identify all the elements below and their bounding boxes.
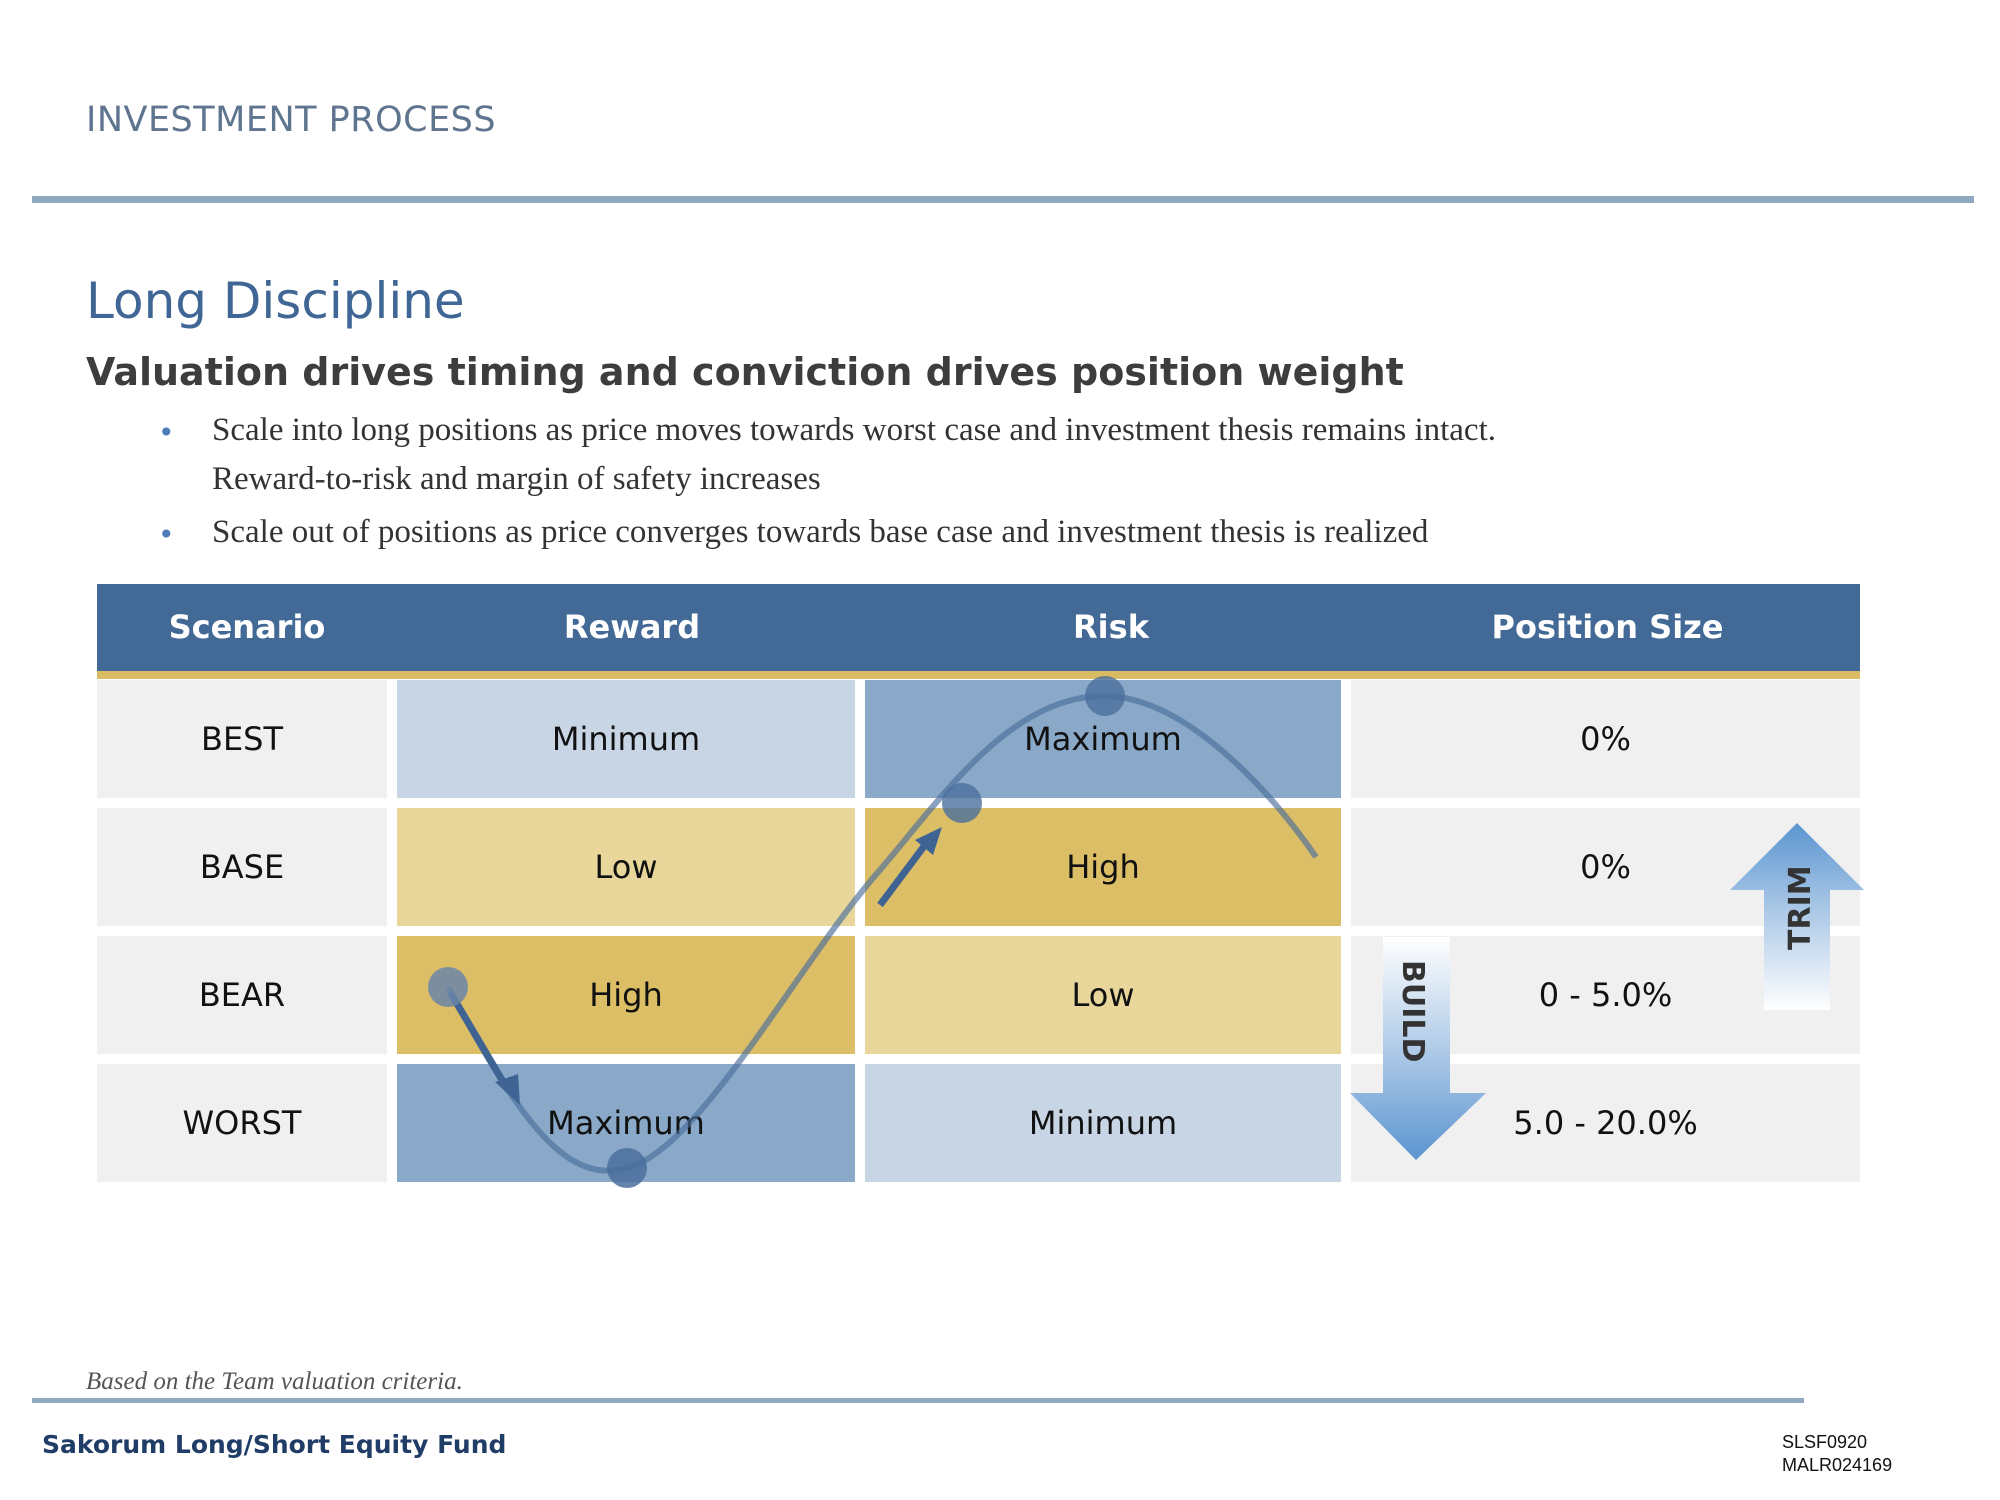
fund-name: Sakorum Long/Short Equity Fund [42,1430,507,1459]
position-size-cell: 5.0 - 20.0% [1351,1064,1860,1182]
bullet-1-line-2: Reward-to-risk and margin of safety incr… [212,461,821,497]
scenario-cell: BEAR [97,936,387,1054]
risk-cell: Minimum [865,1064,1341,1182]
reward-cell: Low [397,808,855,926]
bullet-2: Scale out of positions as price converge… [212,514,1429,550]
position-size-cell: 0% [1351,808,1860,926]
bullet-marker: • [158,416,175,449]
header-reward: Reward [563,608,701,646]
footnote: Based on the Team valuation criteria. [86,1368,463,1395]
position-size-cell: 0% [1351,680,1860,798]
reward-cell: Maximum [397,1064,855,1182]
page-title: Long Discipline [86,272,465,330]
risk-cell: High [865,808,1341,926]
header-position-size: Position Size [1491,608,1724,646]
header-divider [32,196,1974,203]
header-gold-rule [97,671,1860,679]
header-risk: Risk [1073,608,1149,646]
risk-cell: Low [865,936,1341,1054]
reward-cell: High [397,936,855,1054]
position-size-cell: 0 - 5.0% [1351,936,1860,1054]
scenario-cell: WORST [97,1064,387,1182]
bullet-marker: • [158,518,175,551]
header-scenario: Scenario [168,608,326,646]
scenario-cell: BEST [97,680,387,798]
footer-divider [32,1398,1804,1403]
table-header: Scenario Reward Risk Position Size [97,584,1860,671]
compliance-code: MALR024169 [1782,1455,1893,1475]
scenario-cell: BASE [97,808,387,926]
document-code: SLSF0920 [1782,1432,1868,1452]
page-subtitle: Valuation drives timing and conviction d… [86,350,1404,394]
reward-cell: Minimum [397,680,855,798]
section-label: INVESTMENT PROCESS [86,100,497,140]
bullet-1-line-1: Scale into long positions as price moves… [212,412,1496,448]
risk-cell: Maximum [865,680,1341,798]
